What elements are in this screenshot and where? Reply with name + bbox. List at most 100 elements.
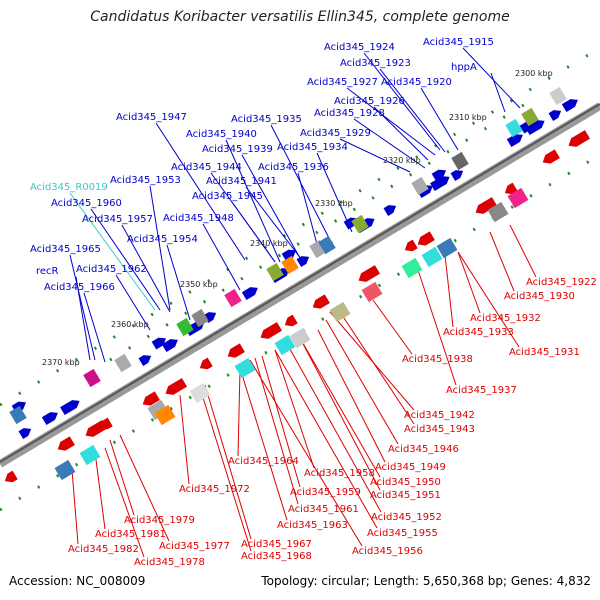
reverse-feature-block[interactable] [54,459,76,481]
forward-gene-arrow[interactable] [60,397,82,415]
reverse-gene-label[interactable]: Acid345_1967 [241,539,312,550]
forward-gene-label[interactable]: Acid345_1965 [30,244,101,255]
reverse-feature-block[interactable] [234,357,256,379]
forward-gene-arrow[interactable] [548,107,564,121]
reverse-gene-label[interactable]: Acid345_1946 [388,444,459,455]
reverse-gene-label[interactable]: Acid345_1931 [509,347,580,358]
reverse-gene-arrow[interactable] [258,322,283,342]
forward-feature-block[interactable] [191,308,209,328]
reverse-feature-block[interactable] [147,399,169,421]
forward-gene-arrow[interactable] [151,335,169,350]
reverse-gene-label[interactable]: Acid345_1968 [241,551,312,562]
forward-feature-block[interactable] [224,288,242,308]
forward-gene-arrow[interactable] [506,131,525,147]
reverse-feature-block[interactable] [401,257,423,279]
reverse-gene-label[interactable]: Acid345_1981 [95,529,166,540]
forward-gene-label[interactable]: recR [36,266,59,277]
forward-gene-label[interactable]: Acid345_1945 [192,191,263,202]
reverse-gene-label[interactable]: Acid345_1963 [277,520,348,531]
reverse-gene-arrow[interactable] [473,197,498,217]
reverse-gene-arrow[interactable] [282,314,298,330]
reverse-gene-label[interactable]: Acid345_1982 [68,544,139,555]
reverse-gene-label[interactable]: Acid345_1964 [228,456,299,467]
forward-feature-block[interactable] [83,368,101,388]
reverse-feature-block[interactable] [436,237,458,259]
reverse-gene-label[interactable]: Acid345_1972 [179,484,250,495]
forward-feature-block[interactable] [318,235,336,255]
forward-gene-label[interactable]: Acid345_1929 [300,128,371,139]
reverse-feature-block[interactable] [274,334,296,356]
reverse-gene-arrow[interactable] [310,294,330,311]
reverse-gene-label[interactable]: Acid345_1949 [375,462,446,473]
reverse-gene-label[interactable]: Acid345_1956 [352,546,423,557]
forward-gene-arrow[interactable] [281,247,299,262]
forward-gene-label[interactable]: Acid345_1941 [206,176,277,187]
reverse-gene-label[interactable]: Acid345_1979 [124,515,195,526]
reverse-gene-label[interactable]: Acid345_1930 [504,291,575,302]
reverse-gene-label[interactable]: Acid345_1955 [367,528,438,539]
reverse-gene-label[interactable]: Acid345_1951 [370,490,441,501]
forward-gene-label[interactable]: Acid345_1948 [163,213,234,224]
reverse-feature-block[interactable] [421,246,443,268]
forward-feature-block[interactable] [451,151,469,171]
forward-feature-block[interactable] [266,262,284,282]
forward-gene-label[interactable]: Acid345_R0019 [30,182,108,193]
forward-gene-label[interactable]: Acid345_1957 [82,214,153,225]
forward-gene-arrow[interactable] [138,352,154,366]
forward-gene-label[interactable]: Acid345_1960 [51,198,122,209]
forward-gene-arrow[interactable] [296,253,312,267]
reverse-feature-block[interactable] [79,444,101,466]
reverse-gene-label[interactable]: Acid345_1938 [402,354,473,365]
forward-feature-block[interactable] [521,107,539,127]
forward-feature-block[interactable] [351,214,369,234]
forward-feature-block[interactable] [549,86,567,106]
forward-feature-block[interactable] [176,317,194,337]
reverse-feature-block[interactable] [361,281,383,303]
forward-gene-label[interactable]: Acid345_1920 [381,77,452,88]
forward-gene-arrow[interactable] [450,167,466,181]
reverse-gene-arrow[interactable] [197,357,213,373]
reverse-gene-label[interactable]: Acid345_1932 [470,313,541,324]
reverse-gene-arrow[interactable] [163,378,188,398]
reverse-gene-label[interactable]: Acid345_1977 [159,541,230,552]
forward-feature-block[interactable] [281,255,299,275]
reverse-gene-arrow[interactable] [55,436,75,453]
reverse-gene-arrow[interactable] [2,470,18,486]
reverse-gene-arrow[interactable] [97,417,113,433]
reverse-gene-label[interactable]: Acid345_1943 [404,424,475,435]
reverse-gene-arrow[interactable] [402,239,418,255]
forward-gene-label[interactable]: Acid345_1927 [307,77,378,88]
forward-feature-block[interactable] [505,118,523,138]
reverse-gene-label[interactable]: Acid345_1942 [404,410,475,421]
reverse-gene-arrow[interactable] [415,231,435,248]
forward-gene-label[interactable]: Acid345_1936 [258,162,329,173]
reverse-feature-block[interactable] [189,382,211,404]
reverse-gene-label[interactable]: Acid345_1959 [290,487,361,498]
forward-gene-arrow[interactable] [431,167,449,182]
forward-gene-arrow[interactable] [561,96,580,112]
reverse-gene-arrow[interactable] [502,182,518,198]
reverse-gene-arrow[interactable] [356,265,381,285]
forward-gene-arrow[interactable] [161,336,180,352]
forward-gene-label[interactable]: Acid345_1953 [110,175,181,186]
forward-feature-block[interactable] [309,239,327,259]
reverse-gene-arrow[interactable] [540,149,560,166]
forward-gene-label[interactable]: Acid345_1966 [44,282,115,293]
reverse-feature-block[interactable] [289,327,311,349]
forward-gene-label[interactable]: Acid345_1944 [171,162,242,173]
reverse-gene-label[interactable]: Acid345_1922 [526,277,597,288]
forward-gene-label[interactable]: Acid345_1926 [334,96,405,107]
reverse-gene-label[interactable]: Acid345_1961 [288,504,359,515]
forward-feature-block[interactable] [9,405,27,425]
forward-gene-label[interactable]: Acid345_1928 [314,108,385,119]
forward-gene-arrow[interactable] [383,202,399,216]
forward-feature-block[interactable] [114,353,132,373]
forward-gene-arrow[interactable] [525,117,547,135]
reverse-gene-label[interactable]: Acid345_1937 [446,385,517,396]
reverse-gene-label[interactable]: Acid345_1950 [370,477,441,488]
reverse-gene-arrow[interactable] [566,130,591,150]
forward-gene-label[interactable]: Acid345_1940 [186,129,257,140]
forward-gene-label[interactable]: Acid345_1939 [202,144,273,155]
forward-gene-label[interactable]: Acid345_1924 [324,42,395,53]
reverse-gene-arrow[interactable] [140,391,160,408]
